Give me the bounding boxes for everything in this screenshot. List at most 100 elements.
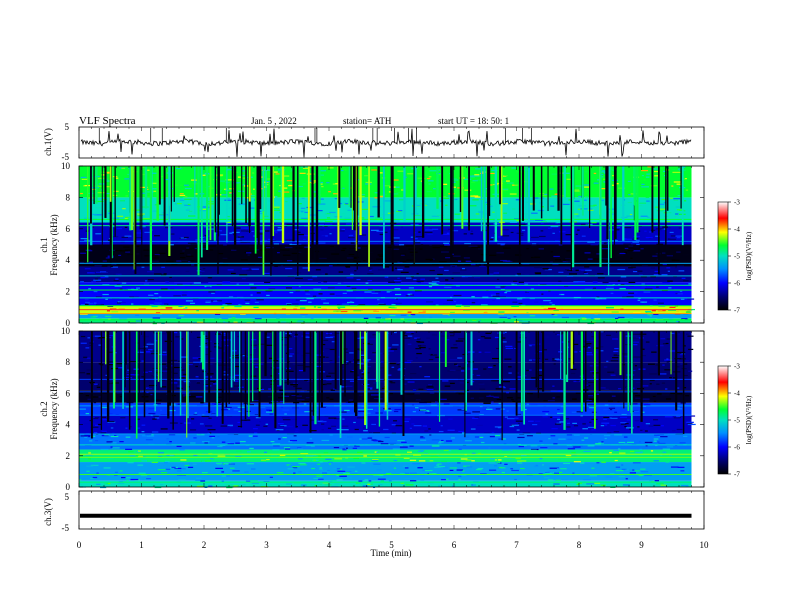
spectrogram-speckle [560, 307, 564, 309]
spectrogram-speckle [657, 393, 662, 395]
spectrogram-speckle [679, 442, 686, 444]
spectrogram-speckle [137, 450, 141, 452]
spectrogram-speckle [419, 345, 426, 347]
spectrogram-speckle [236, 227, 245, 229]
spectrogram-speckle [677, 293, 683, 295]
spectrogram-speckle [231, 249, 237, 251]
spectrogram-speckle [630, 292, 638, 294]
sferic-spike [279, 331, 282, 386]
frequency-tick-label: 0 [66, 318, 71, 328]
spectrogram-speckle [227, 197, 230, 199]
spectrogram-speckle [392, 349, 398, 351]
spectrogram-speckle [369, 338, 376, 340]
spectrogram-speckle [84, 298, 89, 301]
spectrogram-speckle [100, 228, 107, 230]
spectrogram-speckle [313, 288, 322, 290]
spectrogram-speckle [305, 444, 313, 447]
spectrogram-speckle [147, 271, 155, 273]
spectrogram-speckle [530, 445, 538, 447]
time-tick-label: 8 [577, 540, 582, 550]
spectrogram-speckle [105, 374, 108, 376]
spectrogram-speckle [561, 316, 569, 319]
sferic-spike [520, 331, 523, 412]
spectrogram-speckle [223, 244, 227, 246]
spectrogram-speckle [183, 307, 188, 309]
sferic-spike [286, 331, 289, 385]
spectrogram-speckle [511, 469, 519, 472]
spectrogram-speckle [355, 482, 359, 484]
spectrogram-speckle [289, 464, 297, 467]
spectrogram-speckle [331, 425, 337, 427]
spectrogram-speckle [378, 440, 384, 443]
colorbar-ch1-scale [717, 201, 729, 311]
sferic-spike [262, 166, 264, 212]
colorbar-ch1: -3-4-5-6-7 log(PSD)(V²/Hz) [717, 199, 753, 315]
spectrogram-speckle [610, 424, 616, 427]
sferic-spike [627, 331, 630, 411]
spectrogram-speckle [187, 466, 194, 468]
spectrogram-speckle [578, 269, 585, 271]
spectrogram-speckle [351, 256, 359, 258]
spectrogram-speckle [432, 334, 437, 336]
spectrogram-speckle [528, 220, 535, 222]
sferic-spike [523, 331, 526, 425]
spectrogram-speckle [585, 354, 593, 356]
ch3-ytick-top: 5 [65, 492, 70, 502]
sferic-spike [303, 331, 306, 372]
spectrogram-speckle [288, 183, 294, 186]
spectrogram-speckle [383, 185, 391, 187]
spectrogram-speckle [108, 439, 112, 441]
sferic-spike [187, 331, 189, 419]
spectrogram-speckle [242, 184, 246, 186]
spectrogram-speckle [208, 380, 216, 383]
spectrogram-speckle [607, 432, 612, 434]
spectrogram-speckle [343, 472, 350, 475]
spectrogram-speckle [205, 425, 213, 427]
spectrogram-speckle [371, 169, 377, 171]
spectrogram-speckle [97, 192, 105, 194]
spectrogram-speckle [175, 167, 183, 170]
spectrogram-speckle [634, 470, 640, 472]
spectrogram-speckle [577, 208, 581, 210]
spectrogram-speckle [495, 347, 500, 350]
spectrogram-speckle [559, 421, 565, 423]
spectrogram-speckle [217, 300, 223, 302]
sferic-spike [217, 166, 219, 275]
spectrogram-speckle [550, 251, 554, 253]
sferic-spike [619, 331, 622, 376]
spectrogram-speckle [80, 252, 87, 254]
spectrogram-speckle [458, 338, 466, 340]
spectrogram-speckle [431, 215, 439, 217]
sferic-spike [109, 166, 112, 263]
spectrogram-speckle [147, 278, 154, 281]
spectrogram-speckle [477, 248, 483, 250]
spectrogram-speckle [208, 357, 215, 359]
spectrogram-speckle [436, 464, 440, 466]
spectrogram-speckle [685, 189, 689, 191]
spectrogram-speckle [80, 192, 83, 195]
spectrogram-speckle [280, 425, 287, 427]
spectrogram-speckle [675, 213, 679, 215]
spectrogram-speckle [234, 305, 242, 308]
spectrogram-speckle [593, 258, 601, 260]
sferic-spike [547, 166, 549, 212]
spectrogram-speckle [613, 431, 620, 433]
spectrogram-speckle [286, 464, 291, 466]
spectrogram-speckle [100, 432, 107, 434]
spectrogram-speckle [526, 291, 531, 293]
spectrogram-speckle [633, 246, 639, 248]
spectrogram-speckle [574, 189, 580, 191]
spectrogram-speckle [681, 484, 689, 487]
spectrogram-speckle [570, 372, 576, 375]
spectrogram-speckle [319, 461, 323, 463]
spectrogram-speckle [89, 261, 94, 263]
spectrogram-speckle [111, 266, 119, 268]
spectrogram-speckle [229, 357, 232, 359]
spectrogram-speckle [348, 401, 355, 403]
spectrogram-speckle [452, 272, 460, 274]
spectrogram-speckle [411, 423, 415, 425]
spectrogram-speckle [529, 297, 535, 300]
spectrogram-speckle [622, 238, 627, 240]
spectrogram-speckle [101, 416, 107, 418]
